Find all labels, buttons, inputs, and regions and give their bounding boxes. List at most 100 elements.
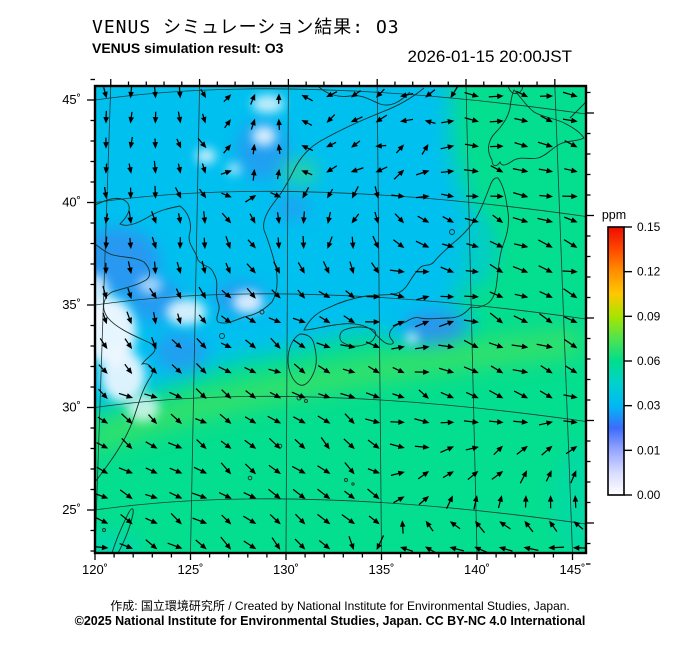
wind-arrow xyxy=(221,289,232,299)
wind-arrow xyxy=(463,168,479,174)
wind-arrow xyxy=(198,314,207,324)
wind-arrow xyxy=(270,191,282,198)
wind-arrow xyxy=(340,392,356,399)
wind-arrow xyxy=(365,341,380,349)
wind-arrow xyxy=(269,391,282,399)
wind-arrow xyxy=(563,288,578,299)
wind-arrow xyxy=(170,512,182,525)
wind-arrow xyxy=(489,419,504,425)
wind-arrow xyxy=(151,211,157,224)
y-tick-label: 45˚ xyxy=(62,92,81,107)
wind-arrow xyxy=(540,365,553,374)
wind-arrow xyxy=(103,137,109,149)
wind-arrow xyxy=(195,539,207,550)
wind-arrow xyxy=(244,416,257,424)
wind-arrow xyxy=(102,186,109,199)
wind-arrow xyxy=(367,468,381,474)
wind-arrow xyxy=(490,143,504,150)
wind-arrow xyxy=(563,338,578,349)
wind-arrow xyxy=(395,144,405,154)
wind-arrow xyxy=(513,242,529,249)
wind-arrow xyxy=(220,462,232,475)
wind-arrow xyxy=(391,344,405,351)
wind-arrow xyxy=(499,521,511,530)
wind-arrow xyxy=(368,365,380,374)
wind-arrow xyxy=(326,165,338,173)
wind-arrow xyxy=(95,516,109,524)
wind-arrow xyxy=(375,166,388,173)
wind-arrow xyxy=(169,467,183,474)
wind-arrow xyxy=(169,391,183,399)
wind-arrow xyxy=(200,113,207,124)
wind-arrow xyxy=(564,167,578,174)
wind-arrow xyxy=(466,193,479,200)
wind-arrow xyxy=(95,544,109,551)
wind-arrow xyxy=(151,312,158,325)
wind-arrow xyxy=(268,488,281,500)
colorbar-tick-label: 0.15 xyxy=(637,220,661,234)
wind-arrow xyxy=(271,537,281,550)
wind-arrow xyxy=(441,242,455,249)
wind-arrow xyxy=(493,445,503,456)
wind-arrow xyxy=(417,471,430,480)
wind-arrow xyxy=(488,93,504,100)
wind-arrow xyxy=(102,87,108,99)
wind-arrow xyxy=(120,513,133,525)
colorbar-gradient xyxy=(607,226,625,496)
wind-arrow xyxy=(511,343,529,350)
wind-arrow xyxy=(512,368,529,375)
wind-arrow xyxy=(197,137,207,149)
wind-arrow xyxy=(124,338,133,350)
wind-arrow xyxy=(524,520,534,533)
wind-arrow xyxy=(128,111,135,124)
wind-arrow xyxy=(225,262,231,275)
wind-arrow xyxy=(516,445,528,455)
wind-arrow xyxy=(375,143,387,149)
wind-arrow xyxy=(220,342,232,349)
wind-arrow xyxy=(390,470,405,477)
wind-arrow xyxy=(445,495,453,509)
wind-arrow xyxy=(267,415,282,424)
wind-arrow xyxy=(144,393,158,399)
wind-arrow xyxy=(349,236,356,250)
parallel-line xyxy=(95,88,586,115)
wind-arrow xyxy=(301,170,313,176)
wind-arrow xyxy=(497,495,503,509)
wind-arrow xyxy=(372,235,379,249)
wind-arrow xyxy=(438,320,455,328)
wind-arrow xyxy=(442,215,454,223)
wind-arrow xyxy=(177,237,183,250)
wind-arrow xyxy=(201,260,207,275)
wind-arrow xyxy=(292,488,306,500)
wind-arrow xyxy=(245,390,257,399)
wind-arrow xyxy=(539,291,553,298)
wind-arrow xyxy=(168,442,183,449)
wind-arrow xyxy=(124,363,133,375)
wind-arrow xyxy=(365,418,381,424)
wind-arrow xyxy=(464,217,479,224)
wind-arrow xyxy=(250,93,256,105)
wind-arrow xyxy=(563,419,578,425)
wind-arrow xyxy=(440,391,455,399)
wind-arrow xyxy=(102,312,108,325)
wind-arrow xyxy=(418,389,429,399)
wind-arrow xyxy=(249,213,256,224)
wind-arrow xyxy=(390,292,405,299)
wind-arrow xyxy=(400,546,414,552)
wind-arrow xyxy=(490,365,504,374)
colorbar-tick-label: 0.06 xyxy=(637,354,661,368)
wind-arrow xyxy=(176,261,182,275)
wind-arrow xyxy=(539,313,553,324)
wind-arrow xyxy=(513,315,529,324)
wind-arrow xyxy=(490,165,504,173)
wind-arrow xyxy=(301,145,314,152)
wind-arrow xyxy=(224,119,231,129)
wind-arrow xyxy=(375,88,385,98)
wind-arrow xyxy=(294,538,306,550)
wind-arrow xyxy=(244,463,257,475)
wind-arrow xyxy=(199,188,207,199)
wind-arrow xyxy=(394,213,405,224)
wind-arrow xyxy=(145,517,158,524)
wind-arrow xyxy=(98,388,108,400)
wind-arrow xyxy=(415,268,430,275)
